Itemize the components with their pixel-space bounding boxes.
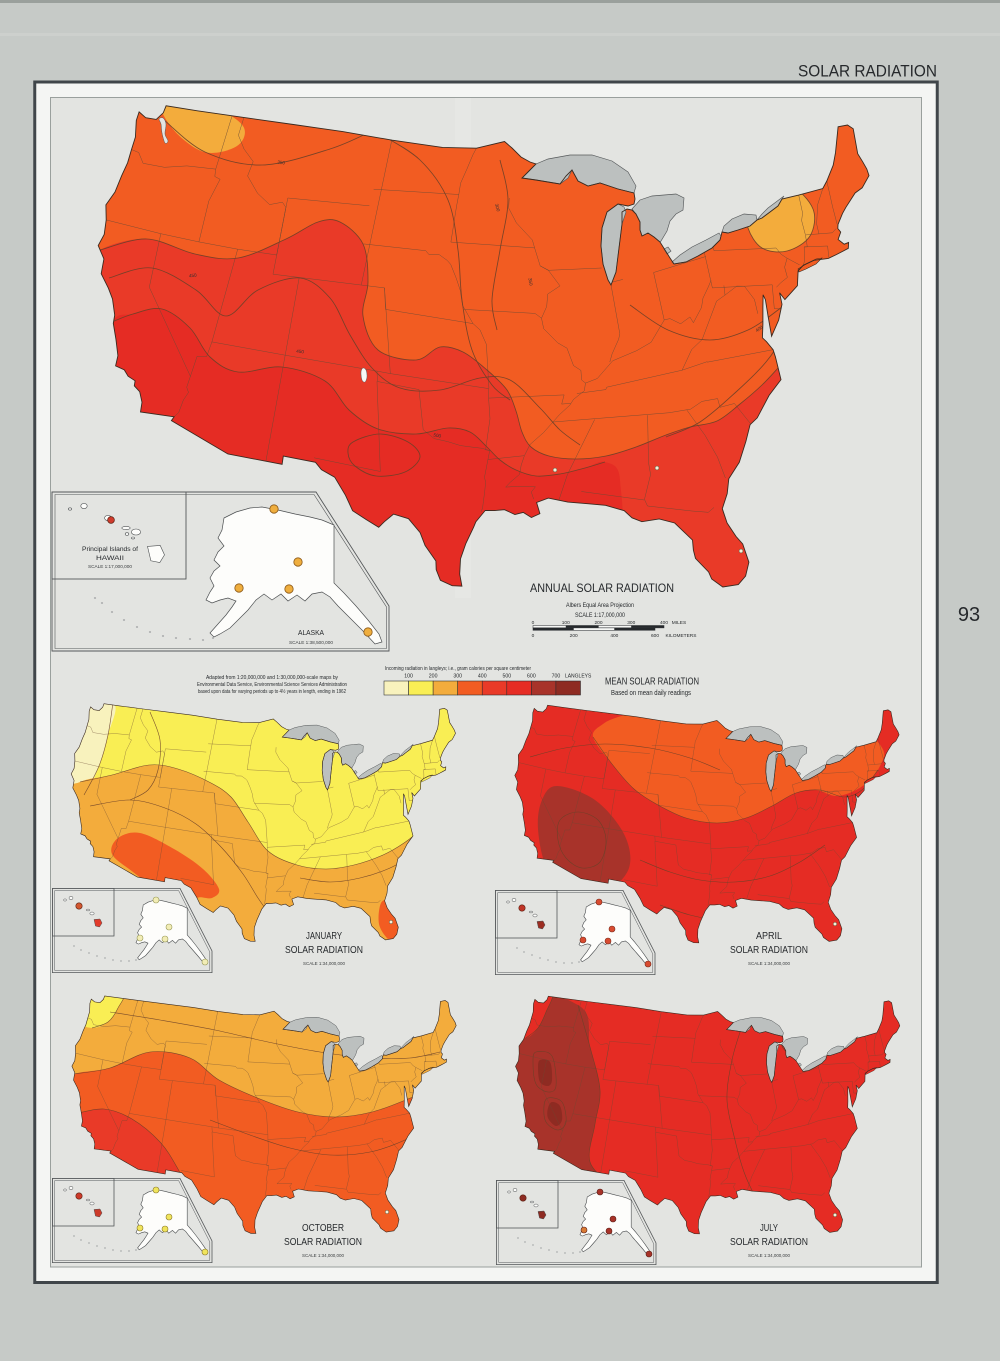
svg-text:350: 350: [277, 160, 286, 166]
svg-text:APRIL: APRIL: [756, 931, 782, 942]
svg-text:600: 600: [527, 674, 536, 680]
svg-text:JULY: JULY: [760, 1223, 778, 1234]
svg-text:400: 400: [755, 324, 765, 333]
svg-text:ALASKA: ALASKA: [298, 628, 324, 637]
svg-text:93: 93: [958, 604, 980, 626]
svg-text:SCALE 1:34,000,000: SCALE 1:34,000,000: [748, 961, 790, 966]
svg-text:Based on mean daily readings: Based on mean daily readings: [611, 688, 691, 697]
svg-text:JANUARY: JANUARY: [306, 931, 342, 942]
svg-text:SCALE 1:17,000,000: SCALE 1:17,000,000: [88, 564, 133, 569]
svg-text:450: 450: [189, 272, 198, 278]
svg-text:ANNUAL SOLAR RADIATION: ANNUAL SOLAR RADIATION: [530, 581, 674, 595]
svg-text:450: 450: [296, 349, 305, 355]
svg-text:350: 350: [527, 278, 533, 287]
svg-text:SOLAR RADIATION: SOLAR RADIATION: [730, 1237, 808, 1248]
svg-text:0: 0: [532, 620, 535, 626]
svg-text:SOLAR RADIATION: SOLAR RADIATION: [730, 945, 808, 956]
svg-text:200: 200: [570, 633, 578, 639]
svg-text:SCALE 1:34,000,000: SCALE 1:34,000,000: [302, 1253, 344, 1258]
svg-text:400: 400: [610, 633, 618, 639]
svg-text:500: 500: [502, 674, 511, 680]
svg-text:SOLAR RADIATION: SOLAR RADIATION: [798, 62, 937, 81]
svg-text:Albers Equal Area Projection: Albers Equal Area Projection: [566, 602, 634, 609]
svg-text:MILES: MILES: [672, 620, 686, 626]
svg-text:KILOMETERS: KILOMETERS: [666, 633, 697, 639]
svg-text:Environmental Data Service, En: Environmental Data Service, Environmenta…: [197, 682, 347, 688]
svg-text:SOLAR RADIATION: SOLAR RADIATION: [285, 945, 363, 956]
svg-text:SCALE 1:34,000,000: SCALE 1:34,000,000: [748, 1253, 790, 1258]
svg-text:Principal Islands of: Principal Islands of: [82, 546, 138, 553]
svg-text:SCALE 1:17,000,000: SCALE 1:17,000,000: [575, 612, 625, 619]
svg-text:0: 0: [532, 633, 535, 639]
svg-text:SCALE 1:38,500,000: SCALE 1:38,500,000: [289, 640, 334, 645]
svg-text:300: 300: [453, 674, 462, 680]
svg-text:700: 700: [552, 674, 561, 680]
svg-text:SOLAR RADIATION: SOLAR RADIATION: [284, 1237, 362, 1248]
svg-text:600: 600: [651, 633, 659, 639]
svg-text:HAWAII: HAWAII: [96, 555, 124, 562]
svg-text:LANGLEYS: LANGLEYS: [565, 674, 592, 680]
svg-text:based upon data for varying pe: based upon data for varying periods up t…: [198, 688, 346, 695]
svg-text:300: 300: [494, 203, 501, 212]
svg-text:100: 100: [562, 620, 570, 626]
svg-text:300: 300: [627, 620, 635, 626]
svg-text:Adapted from 1:20,000,000 and: Adapted from 1:20,000,000 and 1:30,000,0…: [206, 675, 338, 681]
svg-text:SCALE 1:34,000,000: SCALE 1:34,000,000: [303, 961, 345, 966]
svg-text:400: 400: [478, 674, 487, 680]
svg-text:500: 500: [433, 432, 442, 438]
svg-text:200: 200: [429, 674, 438, 680]
svg-text:200: 200: [594, 620, 602, 626]
svg-text:Incoming radiation in langleys: Incoming radiation in langleys; i.e., gr…: [385, 666, 531, 672]
svg-text:100: 100: [404, 674, 413, 680]
svg-text:400: 400: [660, 620, 668, 626]
svg-text:OCTOBER: OCTOBER: [302, 1223, 344, 1234]
svg-text:MEAN SOLAR RADIATION: MEAN SOLAR RADIATION: [605, 677, 699, 688]
